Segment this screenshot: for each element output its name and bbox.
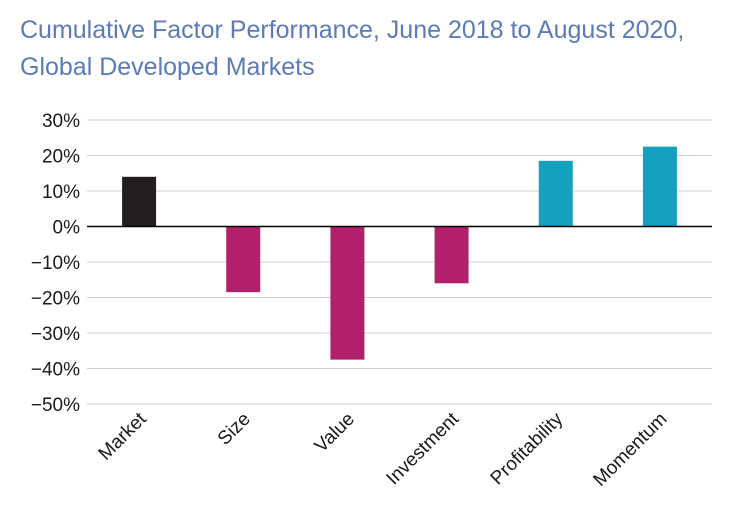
y-tick-label: 30% [42, 111, 80, 132]
x-axis-category-labels: Market Size Value Investment Profitability Mo… [95, 408, 672, 491]
bars [122, 146, 677, 360]
bar-investment [434, 226, 469, 284]
x-tick-label: Momentum [589, 409, 671, 491]
x-tick-label: Investment [383, 408, 464, 489]
x-tick-label: Size [214, 409, 255, 450]
y-tick-label: −40% [31, 360, 80, 381]
y-axis-tick-labels: 30% 20% 10% 0% −10% −20% −30% −40% −50% [31, 111, 80, 416]
y-tick-label: 20% [42, 147, 80, 168]
bar-market [122, 176, 157, 227]
x-tick-label: Value [311, 409, 359, 457]
bar-momentum [642, 146, 677, 227]
bar-size [226, 226, 261, 293]
bar-profitability [538, 160, 573, 227]
y-tick-label: −20% [31, 289, 80, 310]
y-tick-label: 10% [42, 182, 80, 203]
y-tick-label: −50% [31, 395, 80, 416]
chart-title: Cumulative Factor Performance, June 2018… [20, 16, 685, 81]
x-tick-label: Profitability [487, 408, 568, 489]
y-tick-label: −30% [31, 324, 80, 345]
y-tick-label: 0% [53, 218, 81, 239]
gridlines [87, 119, 712, 405]
bar-value [330, 226, 365, 360]
y-tick-label: −10% [31, 253, 80, 274]
x-tick-label: Market [95, 408, 151, 464]
